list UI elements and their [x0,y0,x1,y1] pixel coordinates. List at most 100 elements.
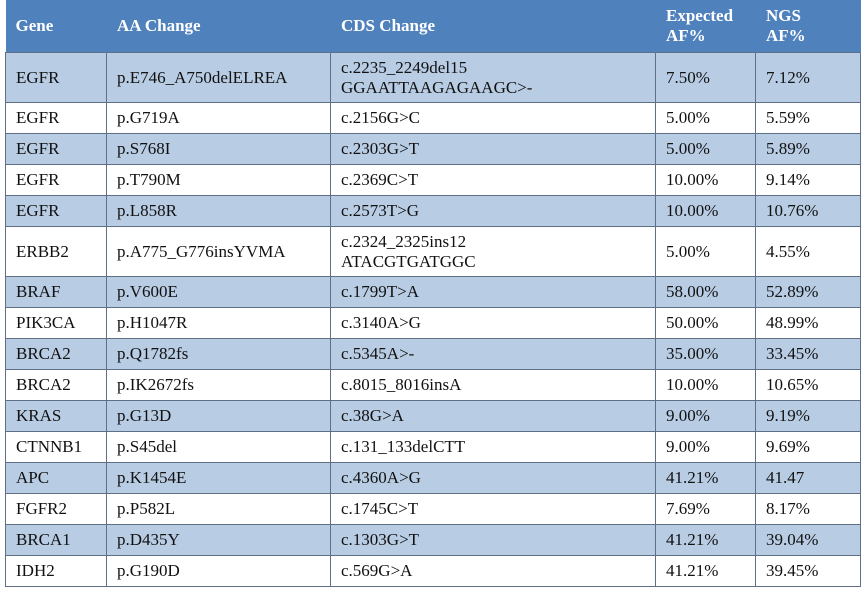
table-cell: p.K1454E [106,462,331,494]
table-cell: p.E746_A750delELREA [106,52,331,103]
table-row: BRCA2 p.Q1782fs c.5345A>- 35.00% 33.45% [5,338,861,370]
header-cell: NGS AF% [755,0,861,53]
table-cell: 5.89% [755,133,861,165]
table-cell: c.2156G>C [330,102,656,134]
table-cell: EGFR [5,133,107,165]
table-cell: 7.50% [655,52,756,103]
table-cell: c.8015_8016insA [330,369,656,401]
table-cell: 5.00% [655,102,756,134]
table-cell: c.5345A>- [330,338,656,370]
table-cell: c.1303G>T [330,524,656,556]
table-cell: 9.14% [755,164,861,196]
table-cell: p.P582L [106,493,331,525]
table-cell: c.569G>A [330,555,656,587]
table-cell: p.IK2672fs [106,369,331,401]
table-cell: p.T790M [106,164,331,196]
table-cell: BRAF [5,276,107,308]
table-cell: 39.45% [755,555,861,587]
table-cell: BRCA1 [5,524,107,556]
data-table: Gene AA Change CDS Change Expected AF% NGS A… [5,0,861,587]
table-cell: 9.00% [655,431,756,463]
table-cell: 5.59% [755,102,861,134]
table-row: CTNNB1 p.S45del c.131_133delCTT 9.00% 9.69% [5,431,861,463]
table-row: BRCA1 p.D435Y c.1303G>T 41.21% 39.04% [5,524,861,556]
table-row: FGFR2 p.P582L c.1745C>T 7.69% 8.17% [5,493,861,525]
table-cell: BRCA2 [5,369,107,401]
table-cell: c.2324_2325ins12 ATACGTGATGGC [330,226,656,277]
table-cell: p.A775_G776insYVMA [106,226,331,277]
table-cell: 39.04% [755,524,861,556]
table-cell: c.131_133delCTT [330,431,656,463]
table-cell: 10.00% [655,164,756,196]
table-row: ERBB2 p.A775_G776insYVMA c.2324_2325ins12 … [5,226,861,277]
table-cell: c.1745C>T [330,493,656,525]
table-cell: p.L858R [106,195,331,227]
table-cell: p.G190D [106,555,331,587]
table-row: EGFR p.L858R c.2573T>G 10.00% 10.76% [5,195,861,227]
table-cell: EGFR [5,102,107,134]
table-row: BRAF p.V600E c.1799T>A 58.00% 52.89% [5,276,861,308]
table-cell: p.S45del [106,431,331,463]
table-cell: p.V600E [106,276,331,308]
table-cell: 9.00% [655,400,756,432]
table-row: APC p.K1454E c.4360A>G 41.21% 41.47 [5,462,861,494]
table-cell: 9.19% [755,400,861,432]
table-cell: IDH2 [5,555,107,587]
table-cell: PIK3CA [5,307,107,339]
table-row: EGFR p.G719A c.2156G>C 5.00% 5.59% [5,102,861,134]
table-cell: 7.12% [755,52,861,103]
table-row: EGFR p.S768I c.2303G>T 5.00% 5.89% [5,133,861,165]
table-cell: 7.69% [655,493,756,525]
table-row: KRAS p.G13D c.38G>A 9.00% 9.19% [5,400,861,432]
table-cell: c.4360A>G [330,462,656,494]
table-cell: BRCA2 [5,338,107,370]
table-cell: c.2235_2249del15 GGAATTAAGAGAAGC>- [330,52,656,103]
table-cell: 4.55% [755,226,861,277]
table-row: EGFR p.E746_A750delELREA c.2235_2249del15 … [5,52,861,103]
table-row: PIK3CA p.H1047R c.3140A>G 50.00% 48.99% [5,307,861,339]
header-cell: Gene [5,0,107,53]
table-cell: KRAS [5,400,107,432]
table-cell: c.2573T>G [330,195,656,227]
table-cell: EGFR [5,164,107,196]
table-cell: 5.00% [655,133,756,165]
table-cell: 41.21% [655,462,756,494]
table-cell: 58.00% [655,276,756,308]
table-cell: 41.47 [755,462,861,494]
header-row: Gene AA Change CDS Change Expected AF% NGS A… [5,0,861,53]
table-cell: 35.00% [655,338,756,370]
table-cell: 10.00% [655,369,756,401]
header-cell: CDS Change [330,0,656,53]
table-row: IDH2 p.G190D c.569G>A 41.21% 39.45% [5,555,861,587]
table-cell: APC [5,462,107,494]
table-cell: 52.89% [755,276,861,308]
table-cell: CTNNB1 [5,431,107,463]
table-cell: EGFR [5,52,107,103]
table-cell: c.38G>A [330,400,656,432]
table-cell: 41.21% [655,555,756,587]
table-cell: 10.76% [755,195,861,227]
table-cell: p.G13D [106,400,331,432]
header-cell: AA Change [106,0,331,53]
table-cell: 50.00% [655,307,756,339]
header-cell: Expected AF% [655,0,756,53]
table-cell: 33.45% [755,338,861,370]
table-cell: p.D435Y [106,524,331,556]
table-cell: 5.00% [655,226,756,277]
table-cell: 10.00% [655,195,756,227]
table-cell: ERBB2 [5,226,107,277]
table-cell: c.1799T>A [330,276,656,308]
table-cell: 10.65% [755,369,861,401]
table-cell: 9.69% [755,431,861,463]
table-row: BRCA2 p.IK2672fs c.8015_8016insA 10.00% 10.6… [5,369,861,401]
table-cell: p.S768I [106,133,331,165]
table-cell: p.Q1782fs [106,338,331,370]
table-cell: 8.17% [755,493,861,525]
table-row: EGFR p.T790M c.2369C>T 10.00% 9.14% [5,164,861,196]
table-cell: c.2303G>T [330,133,656,165]
table-cell: 48.99% [755,307,861,339]
table-cell: 41.21% [655,524,756,556]
table-cell: p.H1047R [106,307,331,339]
table-cell: c.3140A>G [330,307,656,339]
